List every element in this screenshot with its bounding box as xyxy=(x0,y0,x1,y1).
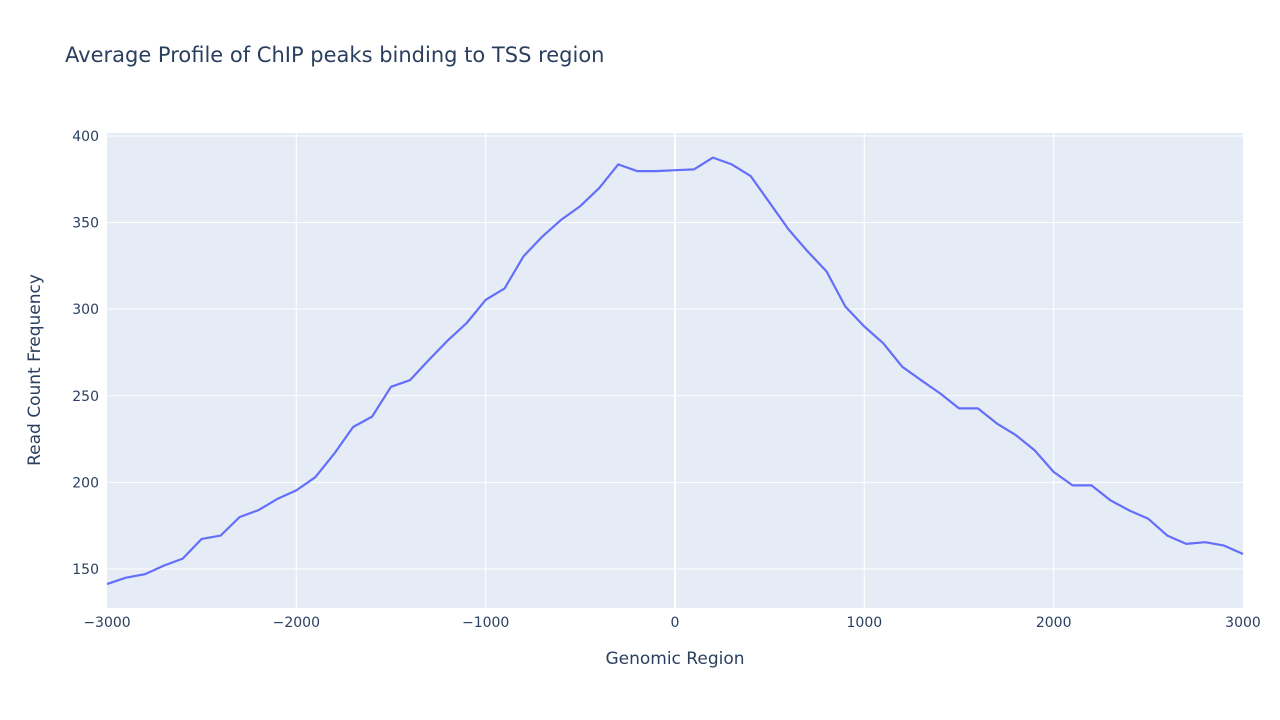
gridlines xyxy=(107,133,1243,608)
x-axis-title: Genomic Region xyxy=(605,649,744,669)
y-tick-label: 200 xyxy=(72,475,99,491)
x-tick-label: −3000 xyxy=(83,615,130,631)
y-tick-label: 250 xyxy=(72,389,99,405)
y-tick-label: 150 xyxy=(72,562,99,578)
tick-labels: −3000 −2000 −1000 0 1000 2000 3000 150 200 250 300… xyxy=(72,129,1261,631)
x-tick-label: 0 xyxy=(671,615,680,631)
x-tick-label: 2000 xyxy=(1036,615,1072,631)
x-tick-label: −1000 xyxy=(462,615,509,631)
y-tick-label: 350 xyxy=(72,216,99,232)
series-line xyxy=(106,156,1244,586)
x-tick-label: 1000 xyxy=(847,615,883,631)
x-tick-label: 3000 xyxy=(1225,615,1261,631)
y-tick-label: 400 xyxy=(72,129,99,145)
y-tick-label: 300 xyxy=(72,302,99,318)
chart-title: Average Profile of ChIP peaks binding to… xyxy=(65,43,605,67)
x-tick-label: −2000 xyxy=(273,615,320,631)
y-axis-title: Read Count Frequency xyxy=(25,274,45,466)
